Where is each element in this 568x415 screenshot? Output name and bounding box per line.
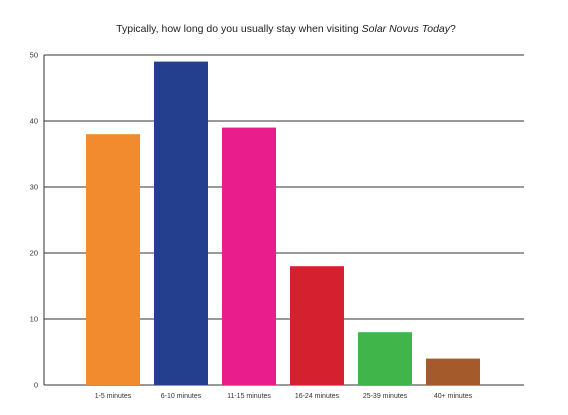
bar-40-minutes (426, 358, 480, 385)
bar-25-39-minutes (358, 332, 412, 385)
bar-6-10-minutes (154, 61, 208, 385)
y-tick-label: 10 (30, 315, 38, 324)
chart-title-suffix: ? (450, 23, 456, 35)
y-tick-label: 0 (34, 381, 38, 390)
x-category-label: 11-15 minutes (227, 393, 271, 400)
y-tick-label: 30 (30, 183, 38, 192)
x-category-label: 16-24 minutes (295, 393, 340, 400)
y-tick-label: 50 (30, 51, 38, 60)
bar-11-15-minutes (222, 127, 276, 385)
bars (86, 61, 480, 385)
x-category-label: 25-39 minutes (363, 393, 408, 400)
bar-16-24-minutes (290, 266, 344, 385)
x-axis-category-labels: 1-5 minutes 6-10 minutes 11-15 minutes 16-2… (95, 393, 473, 400)
y-tick-label: 40 (30, 117, 38, 126)
y-tick-label: 20 (30, 249, 38, 258)
x-category-label: 40+ minutes (434, 393, 473, 400)
y-axis-tick-labels: 0 10 20 30 40 50 (30, 51, 38, 390)
bar-1-5-minutes (86, 134, 140, 385)
x-category-label: 1-5 minutes (95, 393, 132, 400)
x-category-label: 6-10 minutes (161, 393, 202, 400)
chart-title: Typically, how long do you usually stay … (116, 23, 456, 35)
chart-title-prefix: Typically, how long do you usually stay … (116, 23, 362, 35)
chart-title-italic: Solar Novus Today (362, 23, 451, 35)
